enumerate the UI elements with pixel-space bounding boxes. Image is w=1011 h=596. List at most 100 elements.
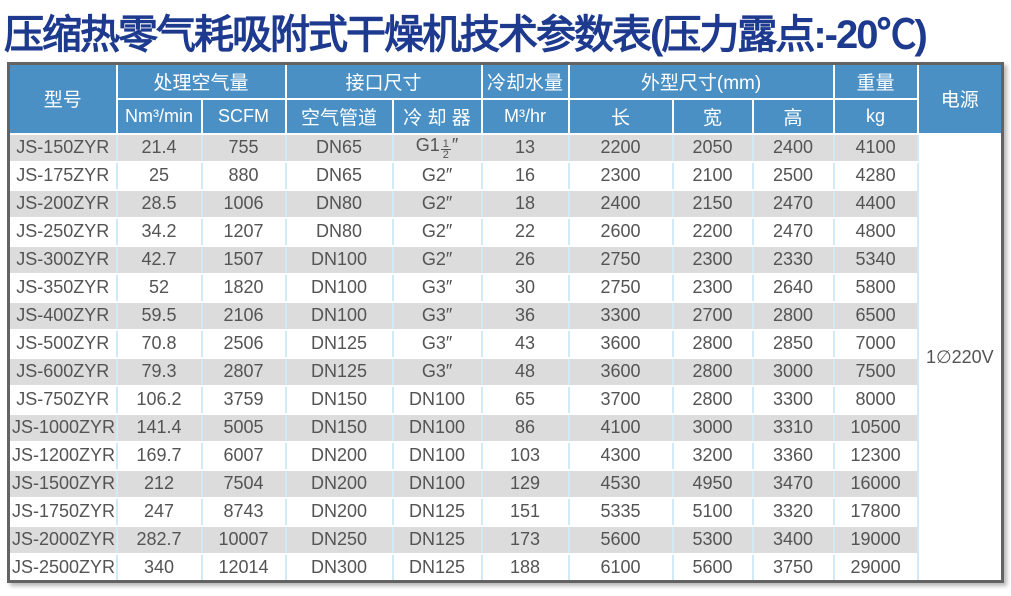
cell-water: 188 [480, 552, 570, 583]
cell-air-pipe: DN200 [284, 496, 394, 527]
table-row: JS-175ZYR 25 880 DN65 G2″ 16 2300 2100 2500 4280 [7, 160, 1003, 191]
col-header-cooler: 冷 却 器 [391, 97, 483, 135]
cell-width: 2700 [671, 300, 754, 331]
cell-cooler: G2″ [391, 160, 483, 191]
cell-air-pipe: DN300 [284, 552, 394, 583]
cell-nm3-min: 34.2 [115, 216, 203, 247]
cell-model: JS-350ZYR [7, 272, 118, 303]
cell-weight: 4800 [832, 216, 919, 247]
col-header-height: 高 [751, 97, 835, 135]
cell-water: 43 [480, 328, 570, 359]
cell-length: 4300 [567, 440, 674, 471]
cell-nm3-min: 79.3 [115, 356, 203, 387]
cell-model: JS-1200ZYR [7, 440, 118, 471]
cell-weight: 8000 [832, 384, 919, 415]
col-header-weight: 重量 [832, 62, 919, 100]
table-row: JS-1200ZYR 169.7 6007 DN200 DN100 103 4300 3200… [7, 440, 1003, 471]
cell-cooler: G3″ [391, 272, 483, 303]
cell-model: JS-2500ZYR [7, 552, 118, 583]
cell-cooler: DN100 [391, 412, 483, 443]
cell-scfm: 12014 [200, 552, 287, 583]
cell-weight: 4280 [832, 160, 919, 191]
cell-width: 2050 [671, 132, 754, 163]
cell-air-pipe: DN100 [284, 300, 394, 331]
cell-weight: 6500 [832, 300, 919, 331]
table-row: JS-1750ZYR 247 8743 DN200 DN125 151 5335 5100 33… [7, 496, 1003, 527]
col-header-width: 宽 [671, 97, 754, 135]
cell-model: JS-1500ZYR [7, 468, 118, 499]
cell-width: 2300 [671, 272, 754, 303]
cell-cooler: G1 1 2 ″ [391, 132, 483, 163]
cell-length: 4530 [567, 468, 674, 499]
col-header-air-pipe: 空气管道 [284, 97, 394, 135]
cell-nm3-min: 59.5 [115, 300, 203, 331]
cell-width: 2200 [671, 216, 754, 247]
col-header-scfm: SCFM [200, 97, 287, 135]
cell-width: 2800 [671, 328, 754, 359]
cell-length: 2200 [567, 132, 674, 163]
cell-water: 26 [480, 244, 570, 275]
cell-water: 30 [480, 272, 570, 303]
cell-width: 2150 [671, 188, 754, 219]
cell-height: 2500 [751, 160, 835, 191]
cell-nm3-min: 247 [115, 496, 203, 527]
cell-water: 86 [480, 412, 570, 443]
cell-cooler: DN125 [391, 552, 483, 583]
cell-weight: 16000 [832, 468, 919, 499]
cell-nm3-min: 42.7 [115, 244, 203, 275]
cell-length: 3300 [567, 300, 674, 331]
cell-cooler: G3″ [391, 328, 483, 359]
cell-scfm: 880 [200, 160, 287, 191]
cell-length: 2300 [567, 160, 674, 191]
cell-weight: 7000 [832, 328, 919, 359]
col-header-dimensions: 外型尺寸(mm) [567, 62, 835, 100]
cell-weight: 4100 [832, 132, 919, 163]
cell-air-pipe: DN65 [284, 160, 394, 191]
cell-width: 5100 [671, 496, 754, 527]
cell-cooler: G3″ [391, 300, 483, 331]
cell-scfm: 7504 [200, 468, 287, 499]
cell-air-pipe: DN65 [284, 132, 394, 163]
cell-scfm: 1820 [200, 272, 287, 303]
cell-height: 3360 [751, 440, 835, 471]
cell-height: 3320 [751, 496, 835, 527]
table-row: JS-2000ZYR 282.7 10007 DN250 DN125 173 5600 530… [7, 524, 1003, 555]
power-value: 1∅220V [916, 132, 1004, 583]
col-header-nm3-min: Nm³/min [115, 97, 203, 135]
cell-air-pipe: DN80 [284, 216, 394, 247]
cell-nm3-min: 70.8 [115, 328, 203, 359]
cell-air-pipe: DN200 [284, 440, 394, 471]
cell-width: 3200 [671, 440, 754, 471]
cell-height: 3310 [751, 412, 835, 443]
table-header: 型号 处理空气量 接口尺寸 冷却水量 外型尺寸(mm) 重量 电源 Nm³/mi… [7, 62, 1004, 135]
cell-scfm: 2506 [200, 328, 287, 359]
cell-weight: 10500 [832, 412, 919, 443]
cell-length: 3600 [567, 356, 674, 387]
cell-cooler: G2″ [391, 188, 483, 219]
cell-cooler: DN125 [391, 496, 483, 527]
cell-height: 2850 [751, 328, 835, 359]
cell-weight: 5340 [832, 244, 919, 275]
cell-weight: 4400 [832, 188, 919, 219]
cell-air-pipe: DN125 [284, 356, 394, 387]
cell-scfm: 2106 [200, 300, 287, 331]
col-header-model: 型号 [7, 62, 118, 135]
col-header-air-capacity: 处理空气量 [115, 62, 287, 100]
cell-air-pipe: DN80 [284, 188, 394, 219]
table-row: JS-500ZYR 70.8 2506 DN125 G3″ 43 3600 2800 2850 7… [7, 328, 1003, 359]
cell-length: 3600 [567, 328, 674, 359]
cell-cooler: DN100 [391, 384, 483, 415]
cell-scfm: 6007 [200, 440, 287, 471]
cell-height: 3400 [751, 524, 835, 555]
cell-scfm: 3759 [200, 384, 287, 415]
cell-width: 3000 [671, 412, 754, 443]
cell-cooler: G3″ [391, 356, 483, 387]
cell-nm3-min: 106.2 [115, 384, 203, 415]
cell-length: 2750 [567, 244, 674, 275]
cell-water: 48 [480, 356, 570, 387]
cell-nm3-min: 28.5 [115, 188, 203, 219]
col-header-length: 长 [567, 97, 674, 135]
cell-water: 103 [480, 440, 570, 471]
col-header-interface-size: 接口尺寸 [284, 62, 483, 100]
